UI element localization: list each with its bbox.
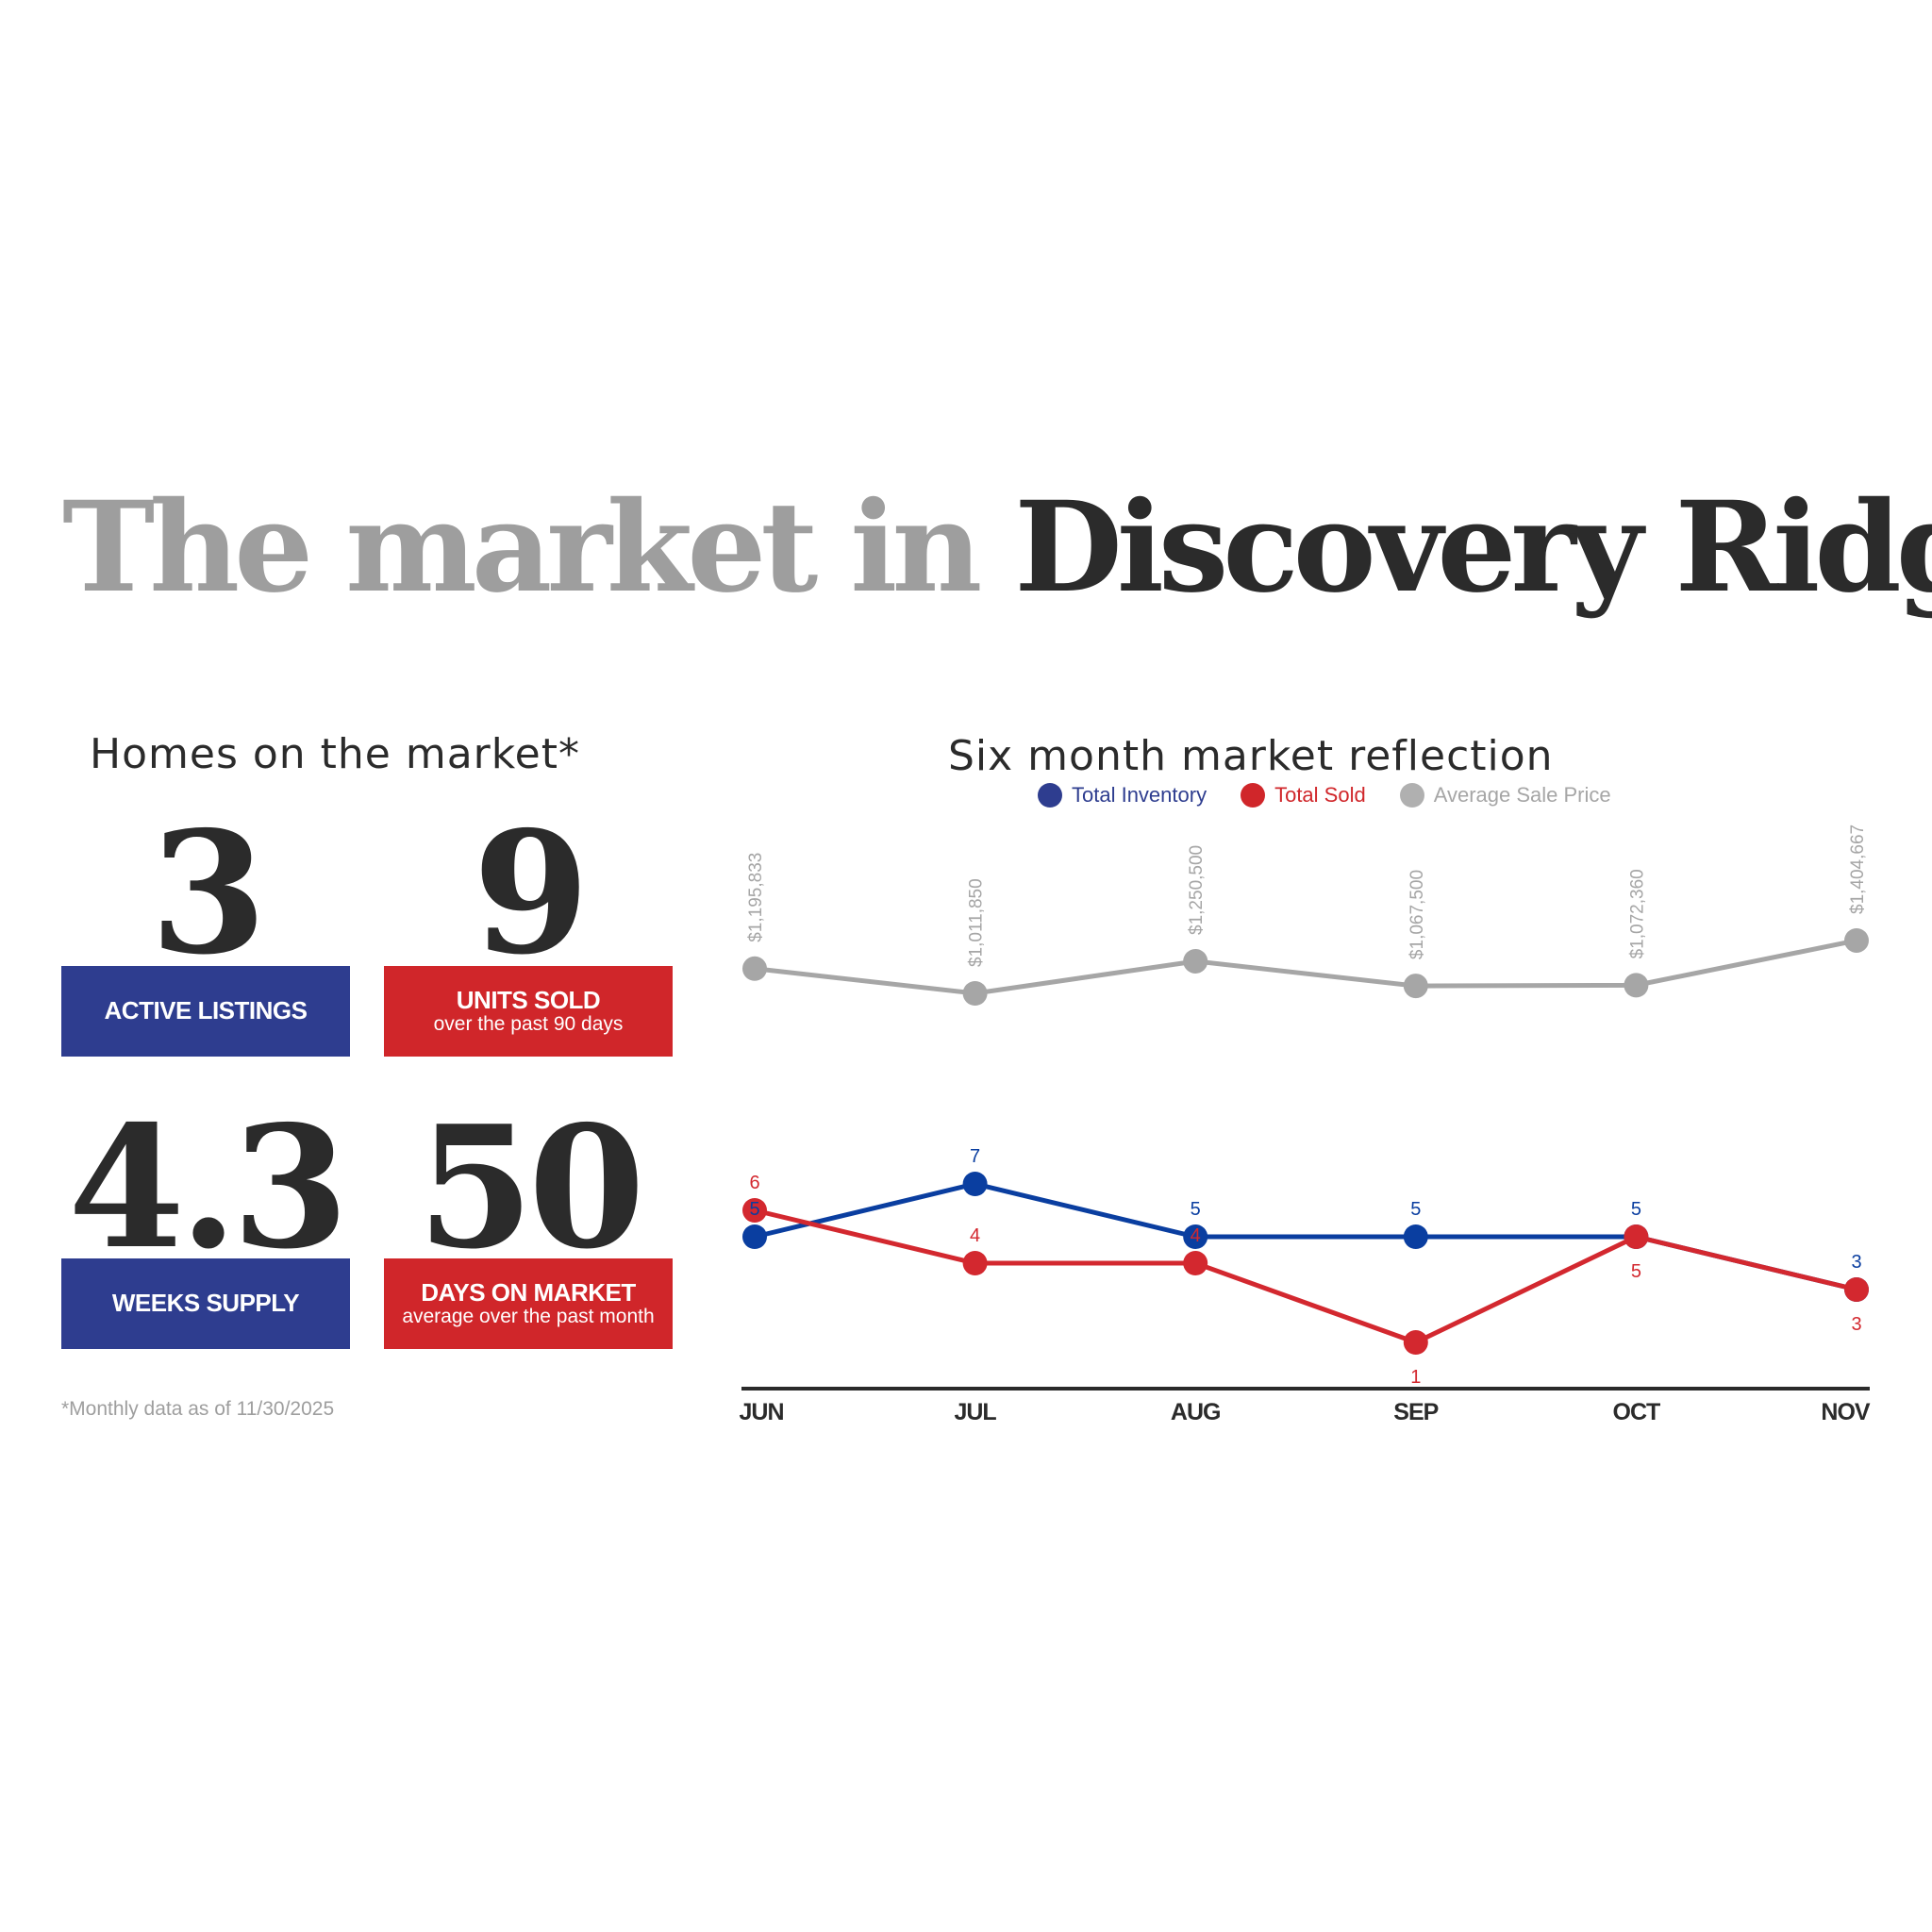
inventory-data-label: 7 — [970, 1146, 980, 1167]
inventory-data-label: 3 — [1851, 1252, 1861, 1273]
legend-label: Average Sale Price — [1433, 783, 1611, 807]
stat-label: DAYS ON MARKET — [421, 1278, 636, 1307]
sold-data-label: 4 — [1191, 1225, 1201, 1246]
price-point — [742, 956, 767, 981]
inventory-point — [742, 1224, 767, 1249]
sold-data-label: 3 — [1851, 1314, 1861, 1335]
legend-swatch — [1241, 783, 1266, 808]
footnote: *Monthly data as of 11/30/2025 — [61, 1398, 335, 1420]
sold-data-label: 5 — [1631, 1261, 1641, 1282]
chart-legend: Total Inventory Total Sold Average Sale … — [1038, 783, 1611, 808]
legend-swatch — [1399, 783, 1424, 808]
price-point — [962, 981, 988, 1006]
legend-label: Total Sold — [1274, 783, 1366, 807]
price-point — [1844, 927, 1869, 953]
legend-swatch — [1038, 783, 1062, 808]
sold-point — [1624, 1224, 1649, 1249]
price-data-label: $1,067,500 — [1407, 870, 1427, 959]
price-data-label: $1,195,833 — [746, 853, 766, 942]
x-tick-label: JUN — [739, 1399, 783, 1425]
inventory-data-label: 5 — [1191, 1199, 1201, 1220]
sold-data-label: 6 — [749, 1173, 759, 1193]
sold-data-label: 1 — [1410, 1367, 1421, 1388]
sold-point — [1844, 1277, 1869, 1302]
chart-title: Six month market reflection — [948, 732, 1554, 780]
price-point — [1183, 948, 1208, 974]
sold-point — [962, 1251, 988, 1275]
sold-data-label: 4 — [970, 1225, 980, 1246]
stat-label: UNITS SOLD — [456, 986, 601, 1015]
x-tick-label: SEP — [1393, 1399, 1438, 1425]
inventory-data-label: 5 — [1631, 1199, 1641, 1220]
x-tick-label: AUG — [1171, 1399, 1221, 1425]
inventory-line — [754, 1181, 1857, 1292]
legend-item-price: Average Sale Price — [1399, 783, 1611, 808]
title-neighborhood: Discovery Ridge — [1014, 475, 1932, 621]
price-data-label: $1,404,667 — [1848, 824, 1868, 914]
legend-item-sold: Total Sold — [1241, 783, 1366, 808]
inventory-point — [1403, 1224, 1428, 1249]
sold-line — [754, 1208, 1857, 1345]
price-data-label: $1,250,500 — [1187, 845, 1207, 935]
stat-label-active-listings: ACTIVE LISTINGS — [61, 966, 350, 1057]
stat-value-weeks-supply: 4.3 — [68, 1089, 349, 1286]
price-point — [1403, 974, 1428, 999]
title-prefix: The market in — [62, 475, 982, 621]
price-data-label: $1,072,360 — [1627, 869, 1647, 958]
stat-value-active-listings: 3 — [150, 794, 267, 991]
stat-value-days-on-market: 50 — [417, 1089, 645, 1286]
inventory-data-label: 5 — [749, 1199, 759, 1220]
stat-value-units-sold: 9 — [473, 794, 590, 991]
price-point — [1624, 973, 1649, 998]
stat-label-weeks-supply: WEEKS SUPPLY — [61, 1258, 350, 1349]
inventory-point — [962, 1172, 988, 1196]
sold-point — [742, 1198, 767, 1223]
sold-point — [1183, 1251, 1208, 1275]
stat-sublabel: over the past 90 days — [433, 1012, 624, 1035]
stat-label: ACTIVE LISTINGS — [104, 996, 308, 1025]
inventory-data-label: 5 — [1410, 1199, 1421, 1220]
inventory-point — [1183, 1224, 1208, 1249]
x-tick-label: OCT — [1613, 1399, 1661, 1425]
price-data-label: $1,011,850 — [967, 878, 987, 967]
sold-point — [1403, 1330, 1428, 1355]
legend-item-inventory: Total Inventory — [1038, 783, 1207, 808]
stat-label-days-on-market: DAYS ON MARKET average over the past mon… — [384, 1258, 673, 1349]
price-line — [754, 938, 1857, 996]
legend-label: Total Inventory — [1072, 783, 1208, 807]
x-tick-label: JUL — [954, 1399, 996, 1425]
homes-heading: Homes on the market* — [90, 730, 580, 778]
stat-sublabel: average over the past month — [402, 1305, 655, 1327]
stat-label-units-sold: UNITS SOLD over the past 90 days — [384, 966, 673, 1057]
page-title: The market in Discovery Ridge — [62, 486, 1932, 610]
stat-label: WEEKS SUPPLY — [111, 1289, 300, 1318]
x-tick-label: NOV — [1821, 1399, 1871, 1425]
